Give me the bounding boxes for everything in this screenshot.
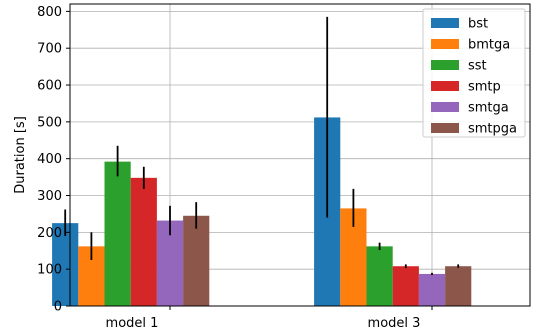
y-tick-label: 200 — [37, 226, 62, 241]
plot-frame — [69, 3, 531, 307]
bar — [418, 273, 446, 306]
legend-swatch — [431, 60, 459, 70]
bar — [52, 223, 79, 306]
legend-swatch — [431, 102, 459, 112]
bar — [130, 177, 157, 306]
legend-label: smtga — [468, 101, 509, 116]
x-tick-label: model 3 — [368, 316, 421, 331]
x-tick-label: model 1 — [106, 316, 159, 331]
legend: bst bmtga sst smtp smtga smtpga — [422, 8, 526, 138]
legend-label: smtp — [468, 80, 501, 95]
legend-swatch — [431, 81, 459, 91]
legend-label: bst — [468, 17, 488, 32]
error-bars — [64, 16, 460, 276]
legend-swatch — [431, 123, 459, 133]
x-axis: model 1 model 3 — [106, 306, 433, 331]
y-tick-label: 700 — [37, 42, 62, 57]
legend-label: sst — [468, 59, 487, 74]
bar — [183, 215, 210, 306]
y-tick-label: 800 — [37, 5, 62, 20]
y-tick-label: 600 — [37, 79, 62, 94]
bar — [104, 161, 131, 306]
bar — [392, 266, 419, 306]
y-tick-label: 400 — [37, 152, 62, 167]
bar — [366, 246, 393, 306]
bars — [52, 117, 472, 306]
y-axis-title: Duration [s] — [13, 116, 28, 194]
legend-label: bmtga — [468, 38, 510, 53]
y-tick-label: 500 — [37, 115, 62, 130]
y-tick-label: 300 — [37, 189, 62, 204]
y-tick-label: 0 — [54, 300, 62, 315]
y-tick-label: 100 — [37, 263, 62, 278]
legend-label: smtpga — [468, 122, 517, 137]
bar — [445, 266, 472, 306]
legend-swatch — [431, 39, 459, 49]
y-axis: 0 100 200 300 400 500 600 700 800 — [37, 5, 70, 315]
legend-swatch — [431, 18, 459, 28]
